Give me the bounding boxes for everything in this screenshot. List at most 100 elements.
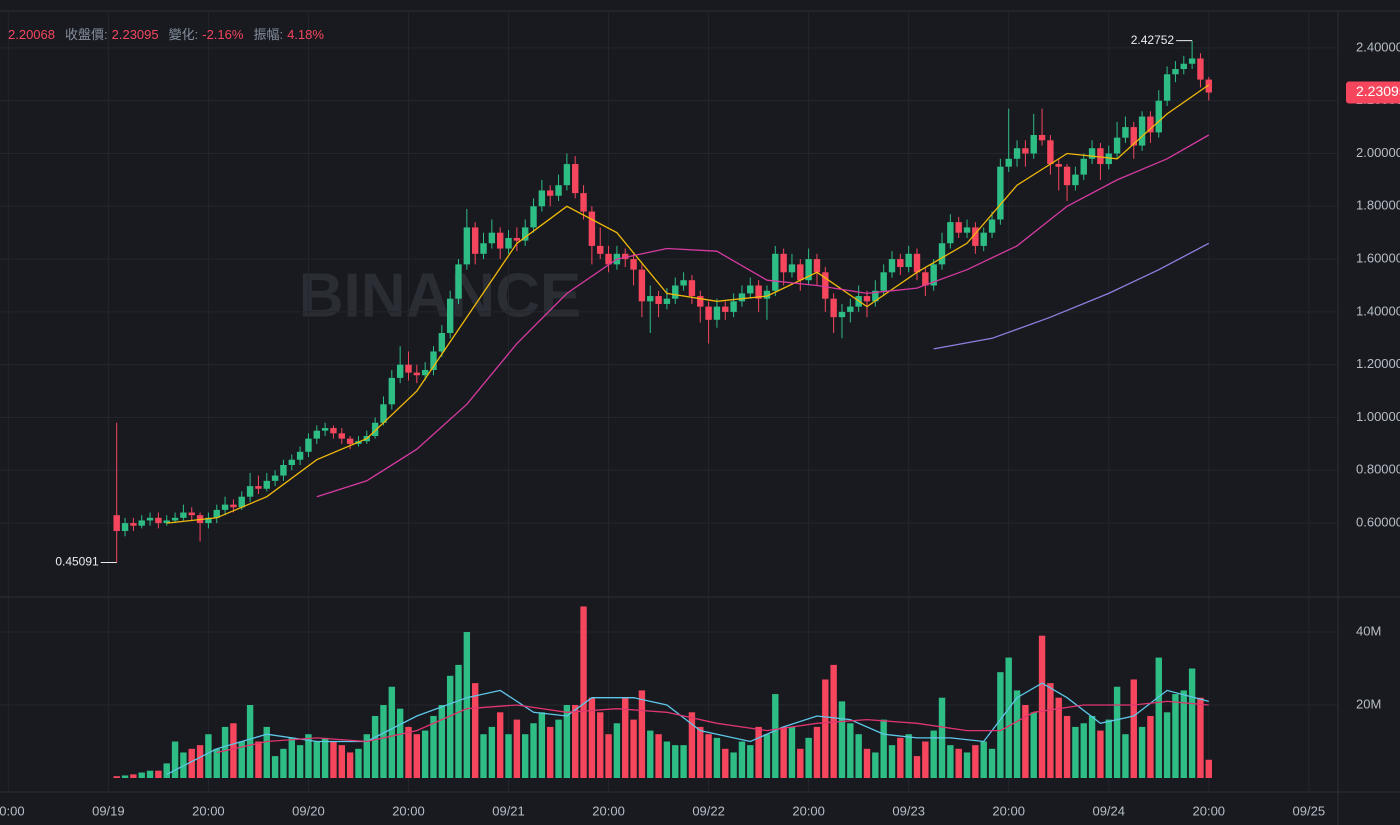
ma-line xyxy=(216,700,1209,754)
volume-bar xyxy=(521,734,529,778)
volume-bar xyxy=(547,726,554,778)
volume-bar xyxy=(730,752,737,778)
candle-body xyxy=(371,422,379,436)
candle-body xyxy=(863,296,871,302)
candle-body xyxy=(1188,58,1196,64)
candle-body xyxy=(655,296,662,304)
candle-body xyxy=(330,428,337,434)
y-tick-label: 2.40000 xyxy=(1356,39,1400,54)
candle-body xyxy=(747,285,754,294)
candle-body xyxy=(271,475,279,481)
x-tick-label: 20:00 xyxy=(392,803,425,818)
volume-bar xyxy=(1088,715,1096,778)
x-tick-label: 09/25 xyxy=(1293,803,1326,818)
volume-bar xyxy=(363,734,371,778)
candle-body xyxy=(963,227,971,233)
candle-body xyxy=(922,272,929,286)
candle-body xyxy=(813,259,821,273)
candle-body xyxy=(288,459,295,466)
candle-body xyxy=(1180,63,1187,70)
candle-body xyxy=(405,364,412,373)
x-tick-label: 09/20 xyxy=(292,803,325,818)
candle-body xyxy=(1197,58,1204,80)
candle-body xyxy=(130,523,137,526)
volume-bar xyxy=(763,734,771,778)
volume-bar xyxy=(622,697,629,778)
amplitude-value: 4.18% xyxy=(287,27,324,42)
volume-bar xyxy=(580,606,587,778)
x-tick-label: 20:00 xyxy=(1193,803,1226,818)
volume-bar xyxy=(113,776,120,778)
candle-body xyxy=(663,298,671,304)
candle-body xyxy=(972,227,979,246)
volume-bar xyxy=(463,632,471,778)
volume-bar xyxy=(346,752,354,778)
volume-bar xyxy=(1013,690,1021,778)
candle-body xyxy=(280,465,287,476)
candle-body xyxy=(563,164,571,186)
candle-body xyxy=(763,290,771,299)
volume-bar xyxy=(1063,715,1071,778)
volume-bar xyxy=(788,726,796,778)
candle-body xyxy=(955,222,962,233)
close-value: 2.23095 xyxy=(111,27,159,42)
volume-bar xyxy=(813,726,821,778)
volume-bar xyxy=(380,705,387,778)
volume-bar xyxy=(772,694,779,778)
candle-body xyxy=(805,259,812,281)
volume-bar xyxy=(421,730,429,778)
ma-line xyxy=(166,682,1209,775)
volume-bar xyxy=(488,726,496,778)
volume-bar xyxy=(638,690,646,778)
x-tick-label: 20:00 xyxy=(792,803,825,818)
candle-body xyxy=(221,504,229,510)
candle-body xyxy=(597,245,604,254)
candle-body xyxy=(697,296,704,307)
volume-bar xyxy=(1180,690,1187,778)
ma-line xyxy=(316,134,1210,498)
volume-bar xyxy=(1197,697,1204,778)
volume-bar xyxy=(630,719,637,778)
volume-bar xyxy=(655,734,662,778)
candle-body xyxy=(346,438,354,444)
candle-body xyxy=(822,272,829,299)
x-tick-label: 20:00 xyxy=(592,803,625,818)
candle-body xyxy=(1088,148,1096,159)
volume-bar xyxy=(321,737,329,778)
candle-body xyxy=(930,264,937,286)
candle-body xyxy=(1163,74,1171,101)
close-label: 收盤價: xyxy=(65,27,108,42)
volume-bar xyxy=(972,745,979,778)
volume-bar xyxy=(188,748,195,778)
volume-bar xyxy=(196,745,204,778)
volume-bar xyxy=(171,741,179,778)
candle-body xyxy=(430,351,437,370)
candle-body xyxy=(180,512,187,518)
volume-bar xyxy=(605,734,612,778)
candle-body xyxy=(488,232,496,244)
candle-body xyxy=(730,301,737,312)
candle-body xyxy=(296,451,304,460)
candle-body xyxy=(572,164,579,194)
candle-body xyxy=(622,253,629,260)
candle-body xyxy=(238,496,245,508)
candle-body xyxy=(388,377,396,405)
volume-bar xyxy=(313,741,320,778)
candle-body xyxy=(755,285,762,299)
volume-bar xyxy=(1138,726,1146,778)
volume-bar xyxy=(913,756,921,778)
candle-body xyxy=(1013,148,1021,159)
candle-body xyxy=(788,264,796,273)
candle-body xyxy=(146,517,154,521)
candle-body xyxy=(580,193,587,212)
volume-bar xyxy=(838,701,846,778)
change-value: -2.16% xyxy=(202,27,244,42)
volume-bar xyxy=(1105,719,1112,778)
candle-body xyxy=(438,333,446,352)
candle-body xyxy=(680,280,687,286)
volume-bar xyxy=(955,748,962,778)
volume-bar xyxy=(255,741,262,778)
volume-bar xyxy=(1022,705,1029,778)
candle-body xyxy=(163,520,170,524)
candle-body xyxy=(480,243,487,254)
